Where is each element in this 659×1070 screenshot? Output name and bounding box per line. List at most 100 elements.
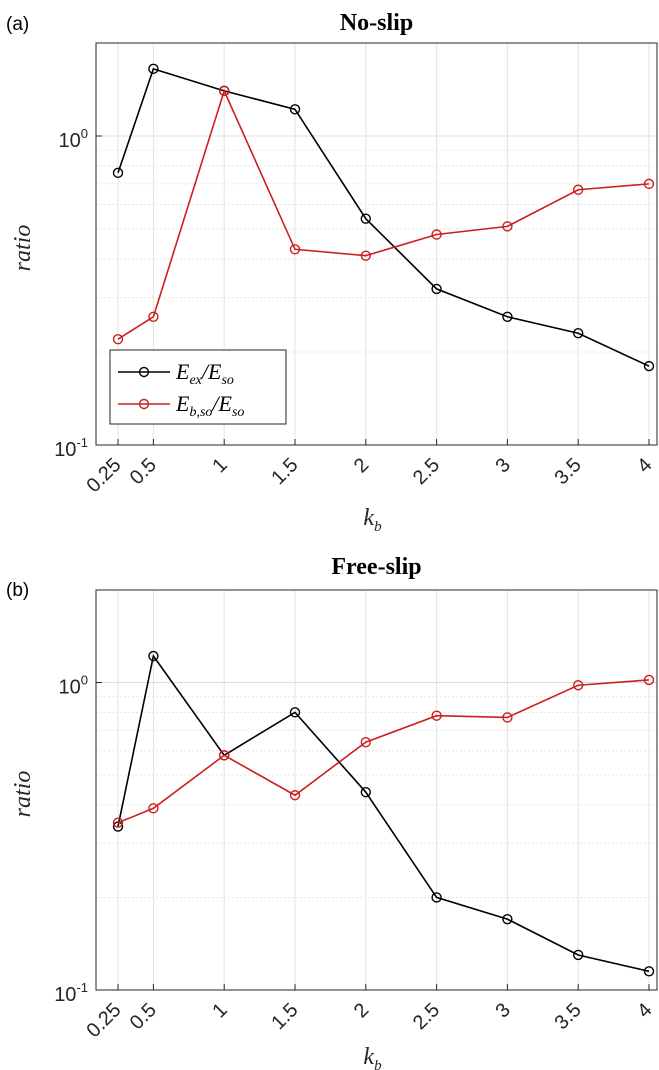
data-point — [360, 736, 371, 748]
x-tick-label: 1 — [208, 999, 231, 1022]
panel-label: (b) — [6, 580, 29, 601]
data-point — [289, 104, 301, 115]
legend-entry: Eb,so/Eso — [175, 391, 244, 420]
data-point — [573, 680, 584, 691]
x-tick-label: 2 — [350, 999, 373, 1022]
y-tick-label: 100 — [59, 126, 88, 152]
data-point — [502, 913, 513, 925]
series-line — [117, 679, 650, 824]
y-tick-base: 10 — [54, 439, 76, 461]
x-tick-label: 4 — [633, 454, 656, 477]
x-axis-label-main: k — [363, 1044, 374, 1070]
series-red — [112, 85, 655, 345]
data-point — [360, 786, 371, 798]
x-tick-label: 3.5 — [551, 454, 586, 489]
y-tick-label: 10-1 — [54, 435, 88, 461]
legend-box — [109, 349, 287, 425]
x-axis-label-subscript: b — [374, 519, 382, 535]
x-tick-label: 2.5 — [409, 999, 444, 1034]
panel-b: 0.25 0.5 1 1.5 2 2.5 3 3.5 410-1100(b)Free-slipk… — [6, 554, 658, 1070]
y-axis-label: ratio — [10, 225, 36, 272]
x-tick-label: 0.5 — [126, 999, 161, 1034]
legend-symbol: E — [175, 359, 190, 384]
legend-separator: /E — [210, 391, 232, 416]
x-tick-label: 0.25 — [82, 454, 125, 497]
axes-box — [95, 42, 658, 446]
legend-subscript: ex — [189, 373, 202, 388]
data-point — [573, 184, 584, 195]
x-tick-label: 1.5 — [267, 454, 302, 489]
data-point — [112, 167, 124, 179]
x-tick-label: 3 — [492, 454, 515, 477]
x-tick-label: 3.5 — [551, 999, 586, 1034]
legend-marker — [138, 398, 150, 410]
panel-label: (a) — [6, 14, 29, 35]
x-axis-label: kb — [363, 1044, 382, 1070]
data-point — [112, 333, 124, 345]
data-point — [643, 360, 655, 372]
y-tick-exponent: 0 — [81, 126, 88, 141]
legend-subscript: so — [221, 373, 233, 388]
data-point — [643, 178, 655, 190]
x-tick-label: 4 — [633, 999, 656, 1022]
chart-title: No-slip — [340, 10, 413, 36]
data-point — [289, 707, 301, 718]
data-point — [218, 85, 230, 97]
x-tick-label: 3 — [492, 999, 515, 1022]
data-point — [573, 949, 584, 961]
series-line — [117, 67, 650, 367]
data-point — [148, 311, 159, 322]
y-tick-base: 10 — [59, 677, 81, 699]
legend-subscript: b,so — [189, 405, 212, 420]
y-tick-base: 10 — [54, 984, 76, 1006]
series-line — [117, 654, 650, 973]
series-red — [112, 674, 655, 828]
x-tick-label: 0.5 — [126, 454, 161, 489]
series-line — [117, 88, 650, 340]
x-axis-label-subscript: b — [374, 1058, 382, 1070]
y-tick-label: 100 — [59, 673, 88, 699]
y-tick-base: 10 — [59, 130, 81, 152]
data-point — [218, 750, 230, 761]
data-point — [148, 803, 159, 814]
legend-marker — [138, 366, 150, 378]
data-point — [502, 311, 513, 322]
y-tick-exponent: 0 — [81, 673, 88, 688]
data-point — [289, 790, 301, 801]
x-tick-label: 2.5 — [409, 454, 444, 489]
data-point — [502, 221, 513, 232]
data-point — [573, 328, 584, 339]
legend-symbol: E — [175, 391, 190, 416]
data-point — [360, 250, 371, 261]
y-tick-exponent: -1 — [76, 980, 88, 995]
x-tick-label: 1.5 — [267, 999, 302, 1034]
axes-box — [95, 589, 658, 991]
x-axis-label: kb — [363, 505, 382, 535]
data-point — [431, 892, 442, 903]
data-point — [502, 712, 513, 723]
data-point — [643, 674, 655, 686]
data-point — [112, 817, 124, 828]
legend-separator: /E — [200, 359, 222, 384]
y-tick-label: 10-1 — [54, 980, 88, 1006]
x-tick-label: 1 — [208, 454, 231, 477]
plot-area — [96, 590, 657, 990]
data-point — [148, 63, 159, 75]
series-black — [112, 63, 655, 372]
chart-title: Free-slip — [331, 554, 421, 580]
data-point — [360, 213, 371, 224]
y-axis-label: ratio — [10, 771, 36, 818]
data-point — [289, 244, 301, 255]
x-tick-label: 0.25 — [82, 999, 125, 1042]
y-tick-exponent: -1 — [76, 435, 88, 450]
legend-entry: Eex/Eso — [175, 359, 234, 388]
data-point — [431, 229, 442, 240]
data-point — [431, 283, 442, 295]
x-axis-label-main: k — [363, 505, 374, 531]
x-tick-label: 2 — [350, 454, 373, 477]
legend-subscript: so — [232, 405, 244, 420]
data-point — [431, 710, 442, 721]
